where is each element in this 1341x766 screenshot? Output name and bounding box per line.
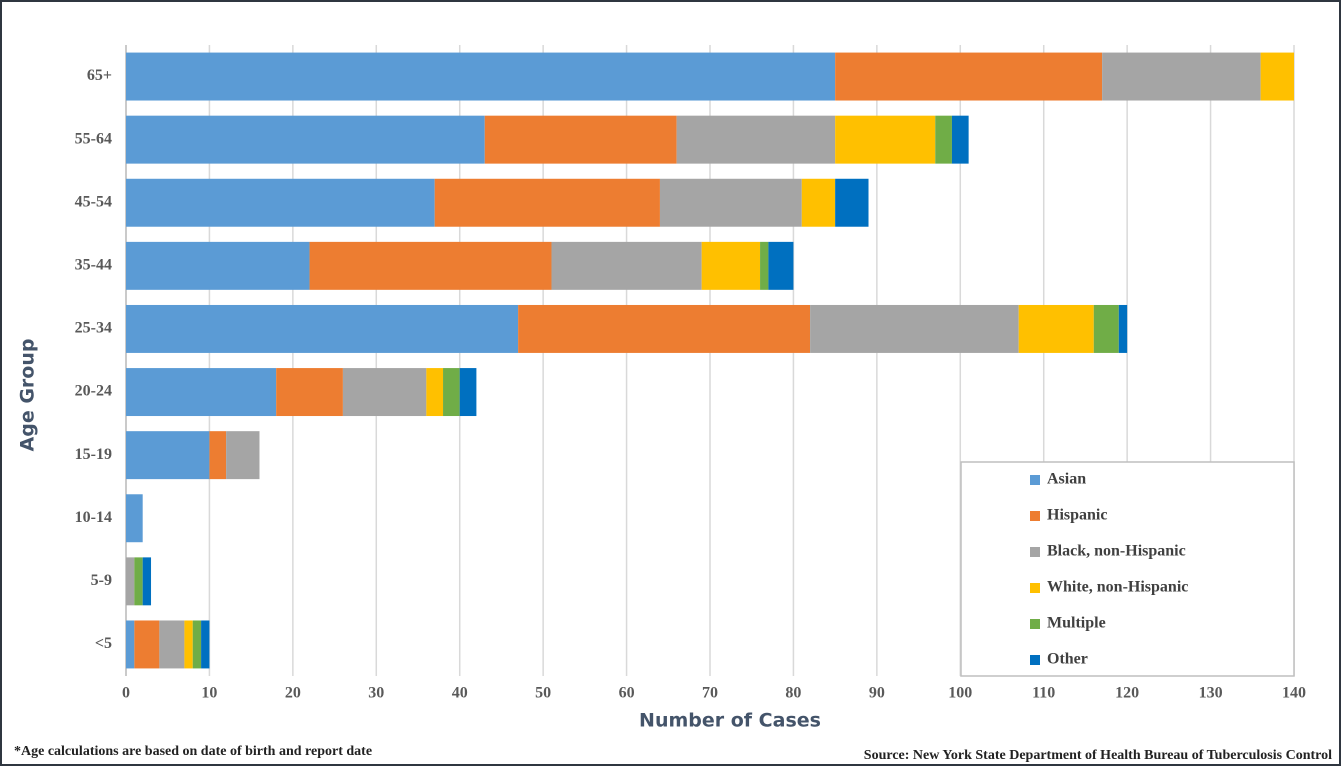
bar-segment: [1018, 304, 1094, 353]
y-tick-label: 35-44: [75, 257, 112, 274]
bar-segment: [142, 557, 152, 606]
y-axis-title: Age Group: [17, 339, 39, 452]
x-tick-label: 0: [122, 685, 130, 702]
bar-segment: [443, 368, 460, 417]
bar-segment: [126, 52, 836, 101]
bar-segment: [184, 620, 193, 669]
bar-segment: [1093, 304, 1119, 353]
bar-segment: [126, 557, 135, 606]
x-axis-title: Number of Cases: [639, 710, 821, 732]
bar-segment: [126, 241, 310, 290]
bar-segment: [810, 304, 1019, 353]
bar-segment: [835, 52, 1103, 101]
x-tick-label: 90: [869, 685, 885, 702]
bar-segment: [426, 368, 444, 417]
legend-label: White, non-Hispanic: [1047, 579, 1188, 596]
y-tick-label: 15-19: [75, 446, 112, 463]
legend-box: [960, 461, 1295, 677]
y-tick-label: 25-34: [75, 320, 112, 337]
legend-swatch: [1030, 583, 1040, 593]
bar-segment: [126, 494, 143, 543]
x-tick-label: 100: [948, 685, 972, 702]
bar-segment: [760, 241, 769, 290]
bar-segment: [935, 115, 952, 164]
y-tick-label: 10-14: [75, 509, 112, 526]
bar-segment: [134, 557, 143, 606]
bar-segment: [192, 620, 202, 669]
bar-segment: [484, 115, 677, 164]
bar-segment: [209, 431, 227, 480]
y-tick-label: <5: [95, 635, 112, 652]
legend-label: Black, non-Hispanic: [1047, 543, 1186, 560]
x-tick-label: 30: [368, 685, 384, 702]
y-tick-label: 65+: [87, 67, 112, 84]
legend-label: Hispanic: [1047, 507, 1107, 524]
bar-segment: [159, 620, 185, 669]
bar-segment: [276, 368, 343, 417]
legend-label: Multiple: [1047, 615, 1106, 632]
bar-segment: [835, 178, 869, 227]
bar-segment: [434, 178, 660, 227]
x-tick-label: 110: [1032, 685, 1055, 702]
bar-segment: [126, 304, 519, 353]
x-tick-label: 70: [702, 685, 718, 702]
bar-segment: [951, 115, 969, 164]
bar-segment: [1260, 52, 1294, 101]
bar-segment: [676, 115, 836, 164]
x-tick-label: 10: [201, 685, 217, 702]
legend-swatch: [1030, 655, 1040, 665]
legend-swatch: [1030, 475, 1040, 485]
y-tick-label: 55-64: [75, 130, 112, 147]
bar-segment: [1102, 52, 1261, 101]
legend-label: Other: [1047, 651, 1088, 668]
x-tick-label: 60: [619, 685, 635, 702]
bar-segment: [126, 368, 277, 417]
y-tick-label: 20-24: [75, 383, 112, 400]
bar-segment: [226, 431, 260, 480]
bar-segment: [126, 115, 485, 164]
bar-segment: [126, 431, 210, 480]
bar-segment: [659, 178, 802, 227]
x-tick-label: 20: [285, 685, 301, 702]
y-tick-label: 5-9: [91, 572, 112, 589]
x-tick-label: 130: [1199, 685, 1223, 702]
bar-segment: [201, 620, 210, 669]
x-tick-label: 80: [785, 685, 801, 702]
bar-segment: [126, 178, 435, 227]
bar-segment: [551, 241, 702, 290]
x-tick-label: 40: [452, 685, 468, 702]
bar-segment: [801, 178, 836, 227]
legend-swatch: [1030, 511, 1040, 521]
bar-segment: [768, 241, 794, 290]
legend-swatch: [1030, 547, 1040, 557]
bar-segment: [309, 241, 552, 290]
source: Source: New York State Department of Hea…: [864, 748, 1332, 763]
y-tick-label: 45-54: [75, 193, 112, 210]
bar-segment: [126, 620, 135, 669]
bar-segment: [518, 304, 811, 353]
x-tick-label: 120: [1115, 685, 1139, 702]
bar-segment: [1118, 304, 1128, 353]
bar-segment: [459, 368, 477, 417]
x-tick-label: 50: [535, 685, 551, 702]
footnote: *Age calculations are based on date of b…: [14, 744, 372, 759]
x-tick-label: 140: [1282, 685, 1306, 702]
legend-label: Asian: [1047, 471, 1086, 488]
bar-segment: [342, 368, 427, 417]
bar-segment: [134, 620, 160, 669]
bar-segment: [835, 115, 936, 164]
legend-swatch: [1030, 619, 1040, 629]
bar-segment: [701, 241, 761, 290]
